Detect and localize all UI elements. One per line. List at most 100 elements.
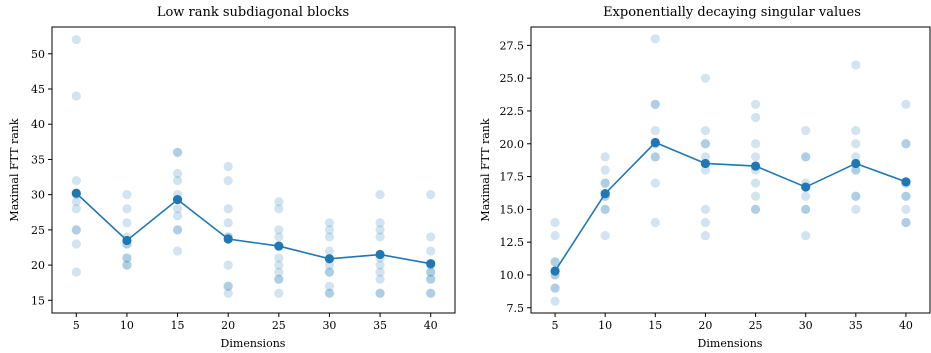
left-sample-point <box>172 147 183 157</box>
right-x-tick-label: 25 <box>749 319 763 332</box>
left-sample-point <box>223 260 233 270</box>
left-y-tick-label: 25 <box>31 224 45 237</box>
right-sample-point <box>801 204 811 214</box>
left-sample-point <box>426 232 436 242</box>
left-x-axis-label: Dimensions <box>221 337 286 350</box>
left-sample-point <box>172 175 183 186</box>
left-mean-line <box>75 192 431 265</box>
left-sample-point <box>426 190 436 200</box>
left-sample-point <box>375 190 385 200</box>
left-sample-point <box>172 225 183 235</box>
right-y-axis-label: Maximal FTT rank <box>479 118 492 221</box>
left-x-tick-label: 25 <box>272 319 286 332</box>
left-sample-point <box>274 225 284 235</box>
left-sample-point <box>324 246 335 256</box>
left-chart-title: Low rank subdiagonal blocks <box>157 5 349 20</box>
right-sample-point <box>550 230 560 241</box>
right-x-tick-label: 5 <box>552 319 559 332</box>
right-sample-point <box>901 191 911 201</box>
left-sample-point <box>71 91 81 101</box>
left-sample-point <box>122 253 132 263</box>
left-sample-point <box>274 253 284 263</box>
left-sample-point <box>375 225 385 235</box>
right-sample-point <box>600 204 610 214</box>
left-sample-point <box>375 288 385 298</box>
left-y-tick-label: 50 <box>31 48 45 61</box>
left-y-tick-label: 45 <box>31 83 45 96</box>
right-y-tick-label: 15.0 <box>500 203 525 216</box>
right-x-tick-label: 35 <box>849 319 863 332</box>
right-sample-point <box>650 152 660 162</box>
right-sample-point <box>851 60 861 70</box>
left-sample-point <box>324 267 335 277</box>
right-sample-point <box>851 165 861 175</box>
left-sample-point <box>71 204 81 214</box>
left-sample-point <box>223 161 233 172</box>
left-sample-point <box>426 246 436 256</box>
right-mean-point <box>600 189 610 199</box>
right-sample-point <box>550 217 560 228</box>
right-sample-point <box>700 217 711 228</box>
right-sample-point <box>851 139 861 149</box>
right-sample-point <box>851 191 861 201</box>
left-sample-point <box>223 281 233 291</box>
right-sample-point <box>901 204 911 214</box>
left-mean-point <box>324 254 335 264</box>
right-sample-point <box>901 139 911 149</box>
left-sample-point <box>324 232 335 242</box>
left-sample-point <box>122 260 132 270</box>
left-x-tick-label: 30 <box>322 319 336 332</box>
right-x-tick-label: 40 <box>899 319 913 332</box>
left-sample-point <box>122 218 132 228</box>
right-sample-point <box>750 112 761 123</box>
right-chart-title: Exponentially decaying singular values <box>603 5 861 20</box>
left-y-tick-label: 40 <box>31 118 45 131</box>
right-plot-area: 5 10 15 20 25 30 35 40 7.5 10.0 12.5 15.0 17.5 20.0 22… <box>500 34 913 332</box>
left-x-tick-label: 15 <box>171 319 185 332</box>
right-sample-point <box>650 126 660 136</box>
left-sample-point <box>274 204 284 214</box>
left-sample-point <box>426 288 436 298</box>
right-sample-point <box>600 230 610 241</box>
left-sample-point <box>223 288 233 298</box>
right-mean-point <box>700 158 711 169</box>
left-y-tick-label: 35 <box>31 153 45 166</box>
left-sample-point <box>274 267 284 277</box>
right-sample-point <box>901 217 911 228</box>
right-sample-point <box>750 139 761 149</box>
right-sample-point <box>550 283 560 293</box>
left-x-tick-label: 40 <box>424 319 438 332</box>
right-sample-point <box>851 152 861 162</box>
right-sample-point <box>600 165 610 175</box>
left-y-tick-label: 20 <box>31 259 45 272</box>
left-sample-point <box>324 218 335 228</box>
right-sample-point <box>851 204 861 214</box>
right-sample-point <box>750 99 761 110</box>
left-sample-point <box>324 225 335 235</box>
left-sample-point <box>172 211 183 221</box>
right-sample-point <box>700 165 711 175</box>
right-sample-point <box>750 204 761 214</box>
left-sample-point <box>223 204 233 214</box>
right-panel: Exponentially decaying singular values 5… <box>479 5 931 350</box>
right-sample-point <box>901 139 911 149</box>
left-sample-point <box>426 274 436 284</box>
left-sample-point <box>324 267 335 277</box>
right-x-tick-label: 30 <box>799 319 813 332</box>
left-sample-point <box>71 35 81 45</box>
left-sample-point <box>274 274 284 284</box>
left-plot-area: 5 10 15 20 25 30 35 40 15 20 25 30 35 40 45 50 <box>31 35 438 332</box>
left-sample-point <box>274 274 284 284</box>
left-sample-point <box>172 225 183 235</box>
right-x-tick-label: 20 <box>698 319 712 332</box>
left-sample-point <box>172 147 183 157</box>
right-sample-point <box>851 165 861 175</box>
right-sample-point <box>600 178 610 188</box>
left-sample-point <box>324 288 335 298</box>
left-sample-point <box>71 175 81 186</box>
left-sample-point <box>122 190 132 200</box>
left-x-tick-label: 20 <box>221 319 235 332</box>
left-sample-point <box>274 260 284 270</box>
left-sample-point <box>375 267 385 277</box>
right-sample-point <box>600 204 610 214</box>
